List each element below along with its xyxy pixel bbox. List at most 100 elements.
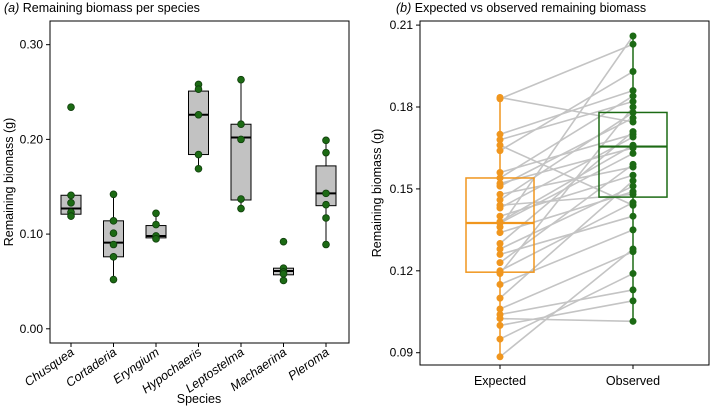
panel-a-ylabel: Remaining biomass (g) [2,118,16,247]
panel-b-pair-line [499,70,634,152]
panel-b-point-observed [629,317,637,325]
panel-b-pair-line [499,229,634,286]
panel-a-point [194,164,203,173]
panel-b-pair-line [499,250,634,310]
panel-b-pair-line [499,96,634,123]
panel-b-point-observed [629,270,637,278]
panel-a-box [188,90,209,156]
panel-a-label: (a) [4,1,19,15]
panel-b-pair-line [499,43,634,100]
panel-b-point-observed [629,92,637,100]
panel-b-point-observed [629,32,637,40]
panel-a-point [237,135,245,144]
panel-b-point-expected [496,147,504,155]
panel-b-point-observed [629,245,637,253]
panel-a-title-text: Remaining biomass per species [23,1,200,15]
panel-a-ytick-label: 0.10 [20,227,44,241]
panel-a-x-axis: ChusqueaCortaderiaEryngiumHypochaerisLep… [22,343,332,396]
panel-b-pair-line [499,248,634,358]
panel-b-point-expected [496,229,504,237]
panel-b-point-expected [496,315,504,323]
panel-b-point-expected [496,335,504,343]
panel-b-pair-line [499,215,634,256]
panel-a-point [67,103,75,111]
panel-b-point-observed [629,199,637,207]
panel-a-point [237,204,245,213]
panel-b-pair-line [499,166,634,196]
panel-b-frame [419,20,710,366]
panel-b-pair-line [499,35,634,228]
panel-b-point-expected [496,259,504,267]
panel-b-point-expected [496,321,504,329]
panel-b-point-expected [496,250,504,258]
panel-b-point-observed [629,160,637,168]
panel-a-point [67,191,75,200]
panel-a-point [152,209,160,218]
panel-a-box [103,220,124,258]
panel-b-ytick-label: 0.09 [390,346,414,360]
panel-b-point-observed [629,212,637,220]
panel-a-frame [49,20,350,344]
panel-b-point-expected [496,294,504,302]
panel-a-point [279,237,288,246]
panel-b-point-observed [629,40,637,48]
panel-b-pair-line [499,117,634,187]
panel-b-title: (b) Expected vs observed remaining bioma… [396,1,646,15]
panel-a-boxes [60,79,337,280]
panel-a-point [109,217,118,225]
panel-b-pair-line [499,272,634,340]
panel-b-title-text: Expected vs observed remaining biomass [415,1,646,15]
panel-b-point-expected [496,270,504,278]
panel-b-pair-line [499,111,634,201]
panel-b-point-observed [629,286,637,294]
panel-a-xlabel: Species [177,392,221,406]
panel-b-xtick-label: Observed [606,374,660,388]
panel-b-pair-line [499,106,634,275]
panel-a-point [109,229,118,237]
panel-b-point-expected [496,182,504,190]
panel-b-pair-line [499,201,634,272]
panel-b-point-observed [629,141,637,149]
panel-b-pair-line [499,89,634,136]
panel-a-points [67,75,330,285]
panel-a-point [322,240,330,249]
panel-a-y-axis: 0.00 0.10 0.20 0.30 [20,38,50,336]
panel-a-point [67,212,75,220]
panel-a-point [152,235,160,243]
panel-a-point [109,190,118,199]
panel-b-point-observed [629,177,637,185]
panel-b-ytick-label: 0.18 [390,100,414,114]
panel-a-point [322,136,330,145]
panel-b-point-observed [629,128,637,136]
panel-b-point-expected [496,95,504,103]
panel-a-point [322,189,330,198]
panel-a-point [322,200,330,209]
panel-a: (a) Remaining biomass per species Remain… [2,1,350,406]
panel-b-point-expected [496,280,504,288]
panel-a-point [109,240,118,249]
panel-b-ytick-label: 0.15 [390,182,414,196]
panel-b-y-axis: 0.09 0.12 0.15 0.18 0.21 [390,18,420,360]
panel-b-pair-line [499,95,634,179]
panel-b-point-observed [629,226,637,234]
panel-b-point-observed [629,149,637,157]
panel-a-ytick-label: 0.30 [20,38,44,52]
panel-a-point [279,276,288,285]
panel-a-point [67,199,75,207]
panel-a-point [109,275,118,284]
panel-b-xtick-label: Expected [474,374,526,388]
panel-a-box [315,165,337,207]
panel-a-xtick-label: Pleroma [286,345,332,383]
panel-b-x-axis: Expected Observed [474,365,660,388]
panel-b-ytick-label: 0.12 [390,264,414,278]
panel-b-pair-line [499,130,634,245]
panel-a-point [194,85,203,93]
panel-b-pair-line [499,144,634,207]
panel-b-pair-line [499,317,634,323]
panel-b-pair-line [499,300,634,327]
panel-a-point [322,214,330,222]
panel-b-ylabel: Remaining biomass (g) [370,129,384,258]
panel-b-point-expected [496,204,504,212]
panel-a-point [194,110,203,119]
